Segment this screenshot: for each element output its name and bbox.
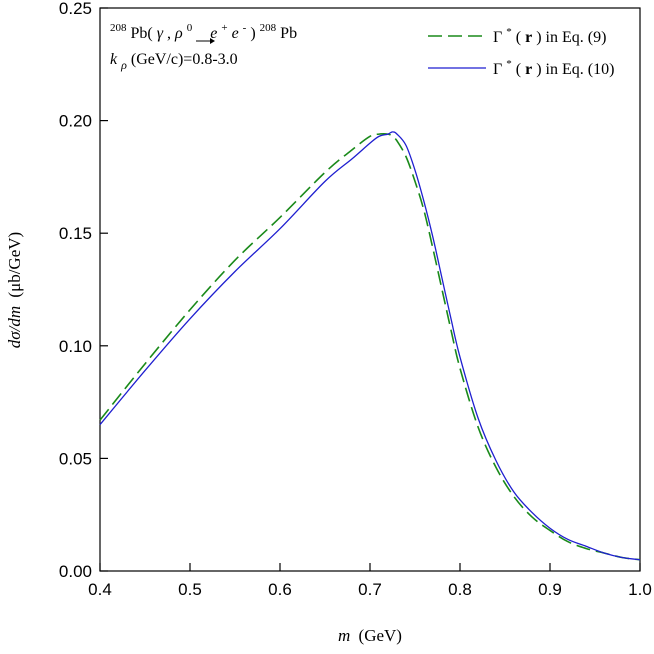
reaction-pb-a: Pb(	[131, 25, 153, 42]
y-tick-label: 0.15	[59, 224, 92, 243]
x-tick-label: 0.9	[538, 580, 562, 599]
x-tick-label: 0.8	[448, 580, 472, 599]
reaction-pb-b: Pb	[280, 25, 297, 42]
y-tick-label: 0.05	[59, 449, 92, 468]
legend-label-eq10: Γ * ( r ) in Eq. (10)	[493, 54, 614, 78]
legend-star-eq9: *	[506, 26, 512, 38]
legend-star-eq10: *	[506, 58, 512, 70]
legend-r-eq10: r	[525, 61, 532, 78]
series-line-eq10	[99, 131, 641, 561]
legend-open-eq9: (	[516, 29, 521, 46]
y-axis-unit: (μb/GeV)	[5, 232, 24, 298]
reaction-annotation: 208 Pb( γ , ρ 0 e + e - ) 208 Pb	[110, 18, 297, 42]
reaction-arrow-icon	[196, 38, 215, 44]
y-axis-ticks: 0.00 0.05 0.10 0.15 0.20 0.25	[59, 0, 108, 581]
reaction-rho-sup: 0	[187, 22, 193, 34]
x-tick-label: 0.4	[88, 580, 112, 599]
legend-r-eq9: r	[525, 29, 532, 46]
x-tick-label: 0.5	[178, 580, 202, 599]
krho-k: k	[110, 51, 118, 68]
reaction-gamma: γ	[157, 25, 164, 42]
legend-gamma-eq9: Γ	[493, 29, 502, 46]
legend-open-eq10: (	[516, 61, 521, 78]
series-line-eq9	[99, 133, 641, 561]
x-tick-label: 0.7	[358, 580, 382, 599]
legend-rest-eq10: ) in Eq. (10)	[536, 61, 614, 78]
x-tick-label: 1.0	[628, 580, 652, 599]
x-axis-var: m	[338, 626, 350, 645]
krho-rest: (GeV/c)=0.8-3.0	[131, 51, 238, 68]
reaction-comma: ,	[167, 25, 171, 42]
x-axis-unit: (GeV)	[359, 626, 402, 645]
krho-annotation: k ρ (GeV/c)=0.8-3.0	[110, 51, 238, 73]
reaction-e1-sup: +	[221, 22, 227, 34]
x-axis-ticks: 0.4 0.5 0.6 0.7 0.8 0.9 1.0	[88, 563, 652, 599]
reaction-e2: e	[232, 25, 239, 42]
reaction-sup-b: 208	[260, 22, 277, 34]
reaction-e2-sup: -	[243, 22, 247, 34]
legend: Γ * ( r ) in Eq. (9) Γ * ( r ) in Eq. (1…	[428, 22, 614, 78]
legend-rest-eq9: ) in Eq. (9)	[536, 29, 606, 46]
plot-frame	[99, 7, 641, 572]
reaction-sup-a: 208	[110, 22, 127, 34]
y-tick-label: 0.20	[59, 112, 92, 131]
krho-sub: ρ	[120, 58, 127, 72]
reaction-close: )	[250, 25, 255, 42]
y-axis-var: dσ/dm	[5, 306, 24, 348]
reaction-rho: ρ	[174, 25, 183, 42]
y-tick-label: 0.10	[59, 337, 92, 356]
legend-label-eq9: Γ * ( r ) in Eq. (9)	[493, 22, 606, 46]
reaction-e1: e	[210, 25, 217, 42]
y-axis-title: dσ/dm (μb/GeV)	[5, 232, 24, 348]
y-tick-label: 0.00	[59, 562, 92, 581]
x-tick-label: 0.6	[268, 580, 292, 599]
y-tick-label: 0.25	[59, 0, 92, 18]
legend-gamma-eq10: Γ	[493, 61, 502, 78]
x-axis-title: m (GeV)	[338, 626, 402, 645]
